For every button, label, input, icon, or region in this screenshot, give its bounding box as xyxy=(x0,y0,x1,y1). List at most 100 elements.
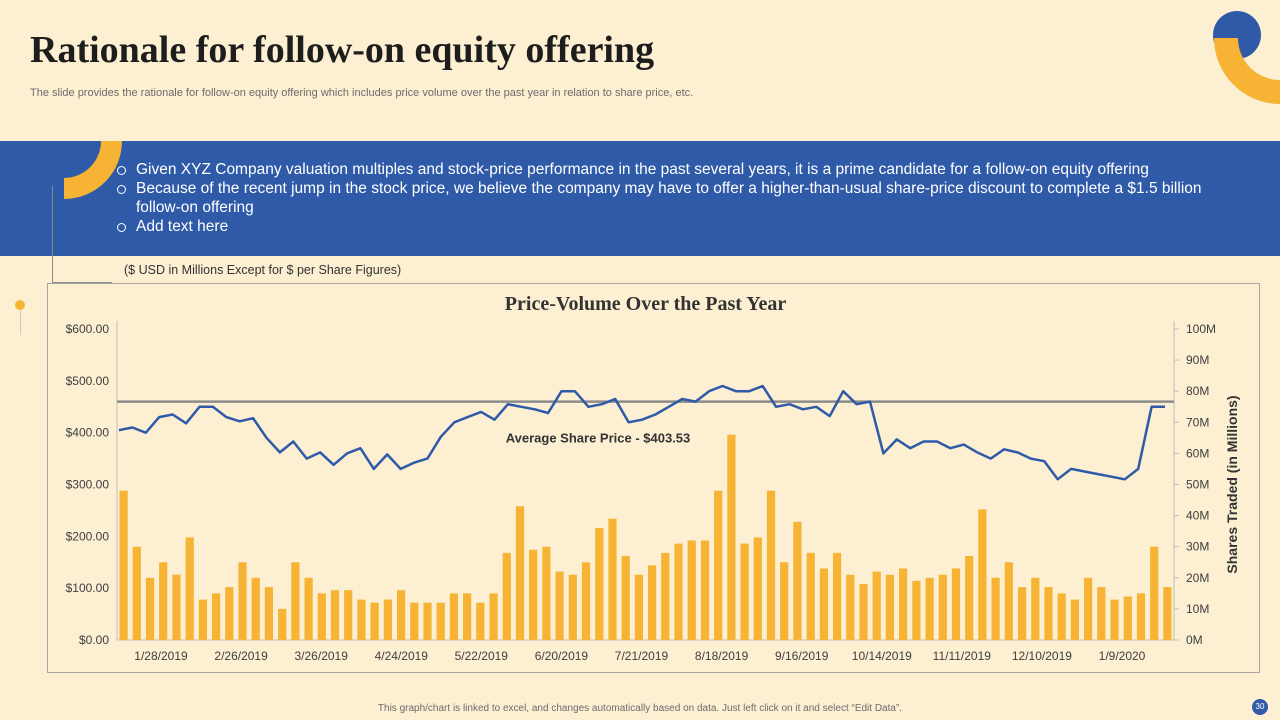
volume-bar xyxy=(145,577,155,640)
y2-tick-label: 80M xyxy=(1186,384,1209,398)
volume-bar xyxy=(978,509,987,640)
volume-bar xyxy=(515,506,525,640)
y-tick-label: $0.00 xyxy=(79,633,109,647)
y2-tick-label: 70M xyxy=(1186,415,1209,429)
volume-bar xyxy=(925,577,934,640)
chart-svg: Price-Volume Over the Past Year $0.00 $100… xyxy=(66,293,1240,663)
volume-bar xyxy=(330,590,340,640)
y-tick-label: $300.00 xyxy=(66,478,110,492)
volume-bar xyxy=(634,574,643,640)
x-tick-label: 10/14/2019 xyxy=(852,649,912,663)
volume-bar xyxy=(1004,562,1013,641)
y2-tick-label: 50M xyxy=(1186,478,1209,492)
volume-bar xyxy=(885,574,894,640)
volume-bar xyxy=(568,574,577,640)
volume-bar xyxy=(674,543,683,640)
average-price-label: Average Share Price - $403.53 xyxy=(506,431,691,446)
volume-bar xyxy=(1136,593,1146,640)
rationale-bullets: Given XYZ Company valuation multiples an… xyxy=(112,160,1242,236)
volume-bar xyxy=(661,552,670,640)
y2-tick-label: 20M xyxy=(1186,571,1209,585)
volume-bar xyxy=(859,584,868,640)
bullet-item: Given XYZ Company valuation multiples an… xyxy=(112,160,1242,179)
volume-bar xyxy=(317,593,326,640)
band-decor-arc xyxy=(64,141,122,199)
volume-bar xyxy=(727,434,736,640)
volume-bar xyxy=(212,593,221,640)
y2-axis-title: Shares Traded (in Millions) xyxy=(1224,395,1240,573)
volume-bar xyxy=(1110,599,1119,640)
volume-bar xyxy=(449,593,458,640)
decor-yellow-arc xyxy=(1214,38,1280,104)
volume-bar xyxy=(872,571,881,640)
volume-bar xyxy=(225,587,234,640)
volume-bar xyxy=(621,556,630,640)
bullet-item: Because of the recent jump in the stock … xyxy=(112,179,1242,217)
volume-bar xyxy=(502,552,511,640)
y2-tick-label: 90M xyxy=(1186,353,1209,367)
volume-bar xyxy=(1018,587,1027,640)
volume-bar xyxy=(899,568,908,640)
page-number: 30 xyxy=(1252,699,1268,715)
volume-bar xyxy=(238,562,247,641)
share-price-line xyxy=(118,384,1165,481)
volume-bar xyxy=(1097,587,1106,640)
x-tick-label: 2/26/2019 xyxy=(214,649,268,663)
volume-bar xyxy=(687,540,696,640)
volume-bar xyxy=(766,490,776,640)
volume-bar xyxy=(476,602,485,640)
x-tick-label: 4/24/2019 xyxy=(375,649,429,663)
volume-bar xyxy=(793,521,802,640)
rationale-band xyxy=(0,141,1280,256)
volume-bar xyxy=(278,608,287,640)
x-tick-label: 5/22/2019 xyxy=(455,649,509,663)
decorative-corner-shapes xyxy=(1213,11,1280,104)
volume-bar xyxy=(912,580,921,640)
volume-bar xyxy=(423,602,432,640)
volume-bar xyxy=(1084,577,1093,640)
volume-bar xyxy=(185,537,194,640)
y2-tick-label: 100M xyxy=(1186,322,1216,336)
timeline-line xyxy=(20,310,21,335)
y2-tick-label: 10M xyxy=(1186,602,1209,616)
y-tick-label: $200.00 xyxy=(66,529,110,543)
y2-tick-label: 60M xyxy=(1186,446,1209,460)
price-volume-chart: Price-Volume Over the Past Year $0.00 $100… xyxy=(47,283,1260,673)
volume-bar xyxy=(819,568,828,640)
x-tick-label: 7/21/2019 xyxy=(615,649,669,663)
y2-tick-label: 0M xyxy=(1186,633,1203,647)
volume-bar xyxy=(714,490,723,640)
volume-bar xyxy=(304,577,313,640)
x-tick-label: 1/28/2019 xyxy=(134,649,188,663)
volume-bar xyxy=(410,602,419,640)
volume-bar xyxy=(370,602,379,640)
volume-bar xyxy=(383,599,392,640)
x-tick-label: 8/18/2019 xyxy=(695,649,749,663)
volume-bar xyxy=(1163,587,1172,640)
y-tick-label: $400.00 xyxy=(66,426,110,440)
volume-bar xyxy=(264,587,273,640)
page-subtitle: The slide provides the rationale for fol… xyxy=(30,87,694,99)
x-tick-label: 12/10/2019 xyxy=(1012,649,1072,663)
volume-bar xyxy=(489,593,498,640)
volume-bar xyxy=(251,577,260,640)
volume-bar xyxy=(159,562,168,641)
x-tick-label: 11/11/2019 xyxy=(933,649,992,663)
volume-bar xyxy=(542,546,551,640)
volume-bar xyxy=(1150,546,1159,640)
volume-bar xyxy=(357,599,366,640)
volume-bar xyxy=(1070,599,1079,640)
connector-line xyxy=(52,186,53,282)
volume-bar xyxy=(198,599,207,640)
bullet-item: Add text here xyxy=(112,217,1242,236)
y-tick-label: $500.00 xyxy=(66,374,110,388)
volume-bar xyxy=(397,590,406,640)
volume-bar xyxy=(529,549,538,640)
units-note: ($ USD in Millions Except for $ per Shar… xyxy=(124,263,402,277)
volume-bar xyxy=(1044,587,1053,640)
volume-bar xyxy=(938,574,947,640)
volume-bar xyxy=(740,543,749,640)
volume-bar xyxy=(291,562,300,641)
volume-bar xyxy=(965,556,974,640)
y-tick-label: $600.00 xyxy=(66,322,110,336)
